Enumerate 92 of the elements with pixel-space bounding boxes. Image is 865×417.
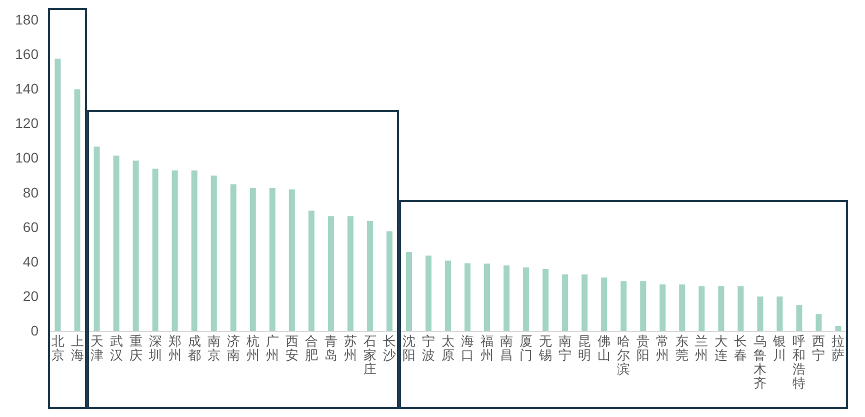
x-tick-label: 银川 [772,334,786,362]
x-tick-label: 杭州 [245,334,260,362]
x-tick-label: 青岛 [324,334,338,362]
x-tick-label: 贵阳 [636,334,650,362]
x-tick-label: 广州 [266,334,279,362]
bar [504,265,510,331]
x-tick-label: 南京 [207,334,220,362]
bar [132,160,139,331]
x-tick-label: 海口 [461,334,474,362]
x-tick-label: 厦门 [520,334,533,362]
bar [776,296,783,331]
bar [601,277,608,331]
x-tick-label: 苏州 [344,334,357,362]
y-tick-label: 100 [15,150,39,166]
bar [113,156,120,331]
bar [738,286,744,331]
bar [796,305,802,331]
x-tick-label: 东莞 [676,334,689,362]
x-tick-label: 常州 [656,334,670,362]
bar [366,220,373,331]
bar [288,189,295,331]
y-tick-label: 180 [15,12,39,28]
bar [620,281,627,331]
bar [816,314,822,331]
x-tick-label: 太原 [442,334,454,362]
x-tick-label: 武汉 [110,334,123,362]
bar [562,274,568,331]
x-tick-label: 昆明 [578,334,592,362]
x-tick-label: 宁波 [422,334,435,362]
x-tick-label: 天津 [90,334,104,362]
bar [698,286,705,331]
x-tick-label: 南宁 [558,334,572,362]
bar [152,168,158,331]
x-tick-label: 拉萨 [832,334,845,362]
x-tick-label: 乌鲁木齐 [754,334,767,390]
x-tick-label: 西安 [285,334,298,362]
y-tick-label: 40 [22,253,39,270]
bar [582,274,588,331]
x-tick-label: 成都 [188,334,201,362]
y-tick-label: 60 [22,218,39,235]
x-tick-label: 沈阳 [402,334,416,362]
x-tick-label: 福州 [480,334,494,362]
x-tick-label: 合肥 [304,334,318,362]
x-tick-label: 长沙 [382,334,396,362]
bar [445,260,451,331]
bar [425,256,432,331]
bar [640,281,646,331]
y-tick-label: 0 [30,322,39,338]
bar [191,170,198,331]
x-tick-label: 哈尔滨 [617,334,630,376]
bar [718,286,724,331]
x-tick-label: 大连 [714,334,728,362]
bar [269,188,276,331]
x-tick-label: 西宁 [812,334,826,362]
bar [210,176,217,331]
x-tick-label: 长春 [734,334,748,362]
x-tick-label: 上海 [70,334,84,362]
bar [464,263,471,331]
y-tick-label: 140 [15,80,39,97]
bar [660,284,666,331]
bar [347,216,354,331]
bar [835,326,842,331]
x-tick-label: 北京 [51,334,64,362]
bar [54,58,61,331]
x-tick-label: 兰州 [695,334,708,362]
bar [250,188,256,331]
bar [406,252,412,331]
y-tick-label: 160 [15,46,39,62]
x-tick-label: 无锡 [538,334,552,362]
x-tick-label: 石家庄 [363,334,376,376]
x-tick-label: 郑州 [168,334,182,362]
y-tick-label: 120 [15,115,39,132]
bar [94,146,100,331]
x-tick-label: 重庆 [129,334,142,362]
bar [679,284,686,331]
x-tick-label: 佛山 [598,334,611,362]
bar [386,231,392,331]
bar [523,267,530,331]
bar [757,296,764,331]
bar [74,89,80,331]
bar [542,268,549,331]
y-tick-label: 20 [22,288,39,304]
bar [328,216,334,331]
bar [484,264,490,331]
bar [172,170,178,331]
x-tick-label: 呼和浩特 [792,334,806,390]
x-tick-label: 南昌 [500,334,514,362]
x-tick-label: 深圳 [148,334,162,362]
x-tick-label: 济南 [226,334,240,362]
bar [230,184,236,331]
y-tick-label: 80 [22,184,39,200]
bar [308,210,314,331]
